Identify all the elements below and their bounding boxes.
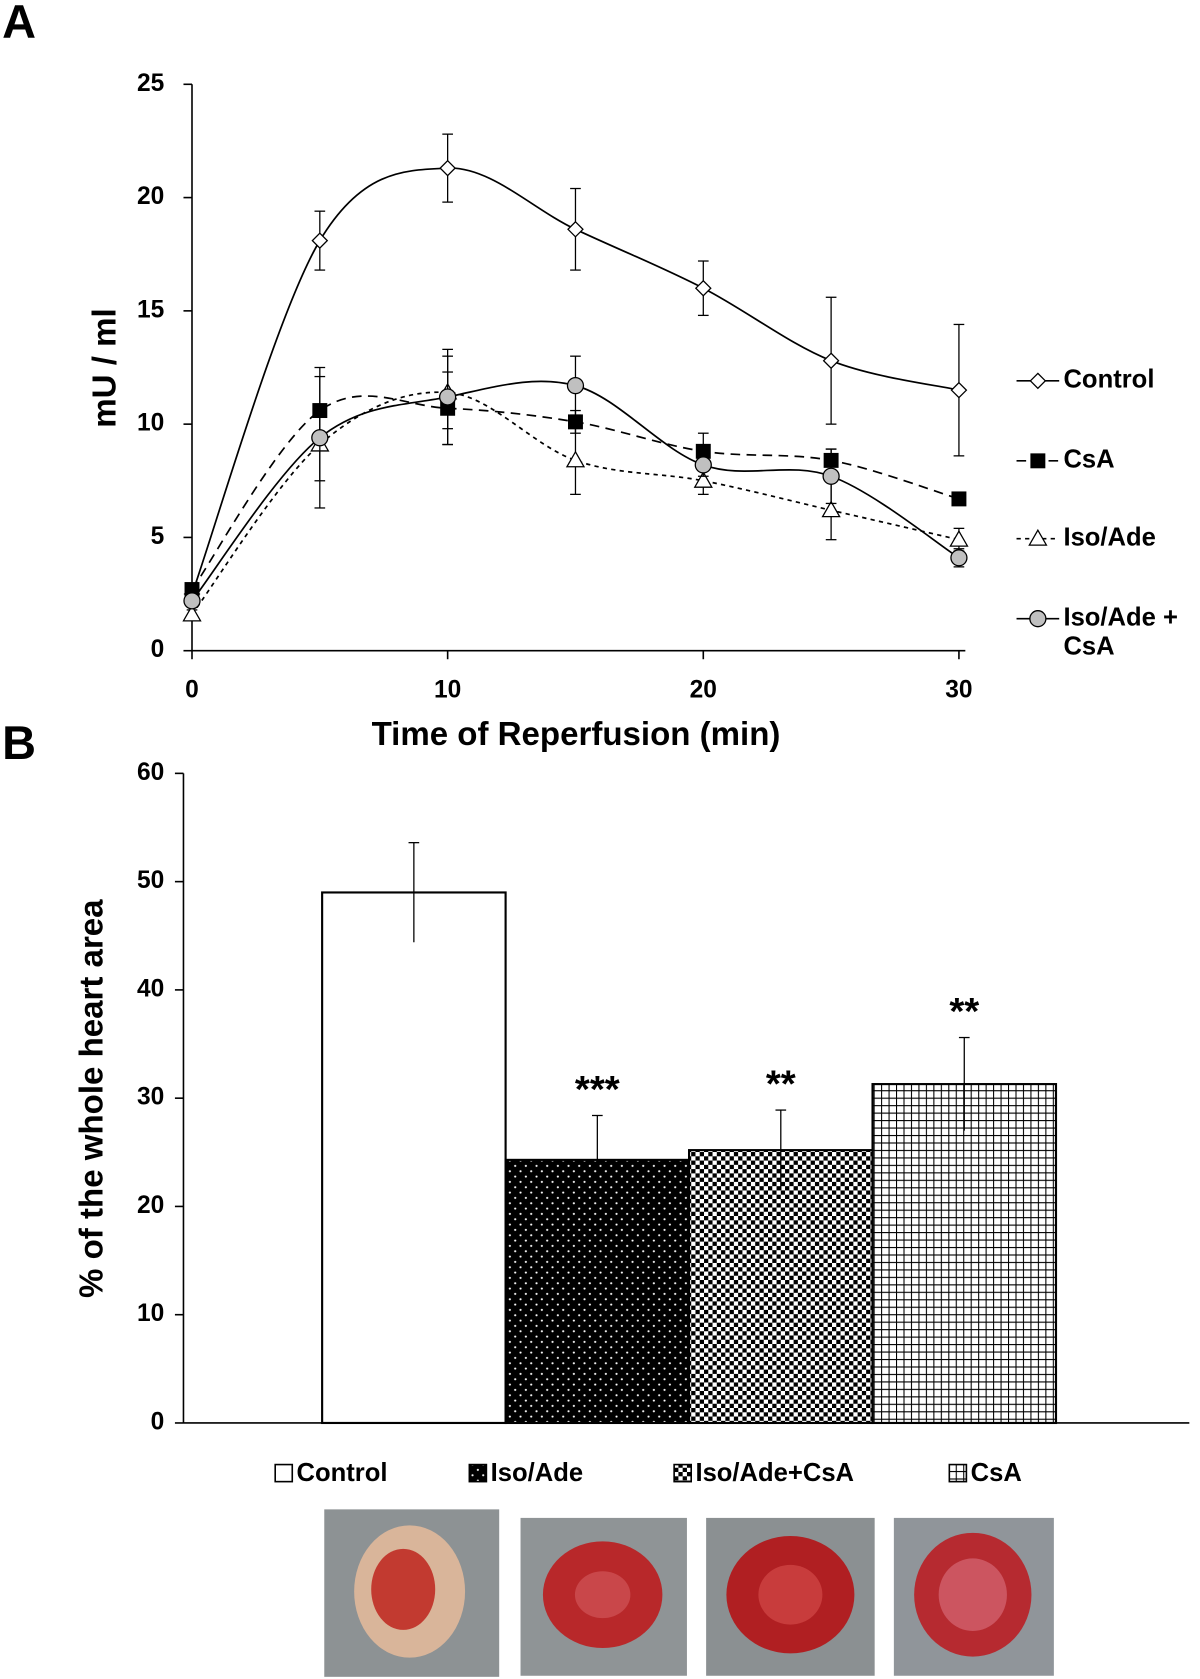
marker <box>822 352 840 370</box>
legend-marker <box>1029 372 1047 390</box>
y-axis-title: % of the whole heart area <box>74 899 111 1298</box>
panel-label: B <box>2 717 36 769</box>
y-tick-label: 60 <box>137 759 164 786</box>
marker <box>565 450 586 468</box>
heart-photos <box>324 1509 1054 1677</box>
legend-label: CsA <box>1063 446 1114 474</box>
legend-swatch <box>468 1463 488 1483</box>
x-tick-label: 20 <box>690 677 717 704</box>
legend-swatch <box>274 1463 294 1483</box>
legend-label: Iso/Ade+CsA <box>695 1459 854 1487</box>
significance-label: *** <box>575 1068 620 1111</box>
error-bar <box>592 1114 603 1205</box>
bar <box>688 1149 874 1425</box>
marker <box>693 470 713 488</box>
marker <box>183 592 201 610</box>
marker <box>566 376 585 395</box>
x-tick-label: 10 <box>434 677 461 704</box>
marker <box>182 604 202 622</box>
y-tick-label: 20 <box>137 183 164 210</box>
marker <box>694 279 712 297</box>
significance-label: ** <box>949 990 979 1033</box>
marker <box>311 429 329 447</box>
marker <box>949 529 969 547</box>
y-axis-title: mU / ml <box>86 308 123 427</box>
marker <box>567 220 584 238</box>
y-tick-label: 50 <box>137 867 164 894</box>
y-tick-label: 15 <box>137 296 164 323</box>
legend-label: CsA <box>971 1459 1022 1487</box>
y-tick-label: 10 <box>137 1300 164 1327</box>
bar <box>871 1083 1058 1425</box>
legend-label: Iso/Ade + CsA <box>1063 603 1178 660</box>
error-bar <box>408 842 420 943</box>
y-tick-label: 5 <box>151 523 165 550</box>
x-tick-label: 0 <box>185 677 199 704</box>
legend-marker <box>1030 453 1046 469</box>
legend-swatch <box>673 1463 692 1483</box>
legend-label: Control <box>297 1459 388 1487</box>
marker <box>694 456 712 474</box>
marker <box>311 232 329 249</box>
series-line <box>191 167 960 595</box>
y-tick-label: 20 <box>137 1192 164 1219</box>
x-axis-title: Time of Reperfusion (min) <box>372 716 781 753</box>
significance-label: ** <box>766 1063 796 1106</box>
y-tick-label: 25 <box>137 70 164 97</box>
y-tick-label: 0 <box>151 636 165 663</box>
legend-marker <box>1029 610 1047 628</box>
y-tick-label: 40 <box>137 975 164 1002</box>
legend-label: Control <box>1063 366 1154 394</box>
legend-marker <box>1028 528 1048 546</box>
marker <box>695 443 711 459</box>
marker <box>822 467 840 485</box>
bar <box>321 891 507 1425</box>
legend-label: Iso/Ade <box>491 1459 583 1487</box>
error-bar <box>958 1036 970 1131</box>
marker <box>950 381 968 399</box>
marker <box>821 500 841 518</box>
y-tick-label: 10 <box>137 410 164 437</box>
panel-label: A <box>2 0 36 48</box>
legend-label: Iso/Ade <box>1063 523 1155 551</box>
marker <box>951 491 967 507</box>
marker <box>439 388 457 406</box>
y-tick-label: 30 <box>137 1084 164 1111</box>
y-tick-label: 0 <box>151 1408 165 1435</box>
marker <box>439 159 457 177</box>
marker <box>950 549 968 567</box>
error-bar <box>775 1109 787 1191</box>
legend-swatch <box>948 1463 968 1483</box>
marker <box>568 414 583 430</box>
legend-line-1: Iso/Ade + <box>1063 603 1178 631</box>
legend-line-2: CsA <box>1063 632 1114 660</box>
x-tick-label: 30 <box>945 677 972 704</box>
